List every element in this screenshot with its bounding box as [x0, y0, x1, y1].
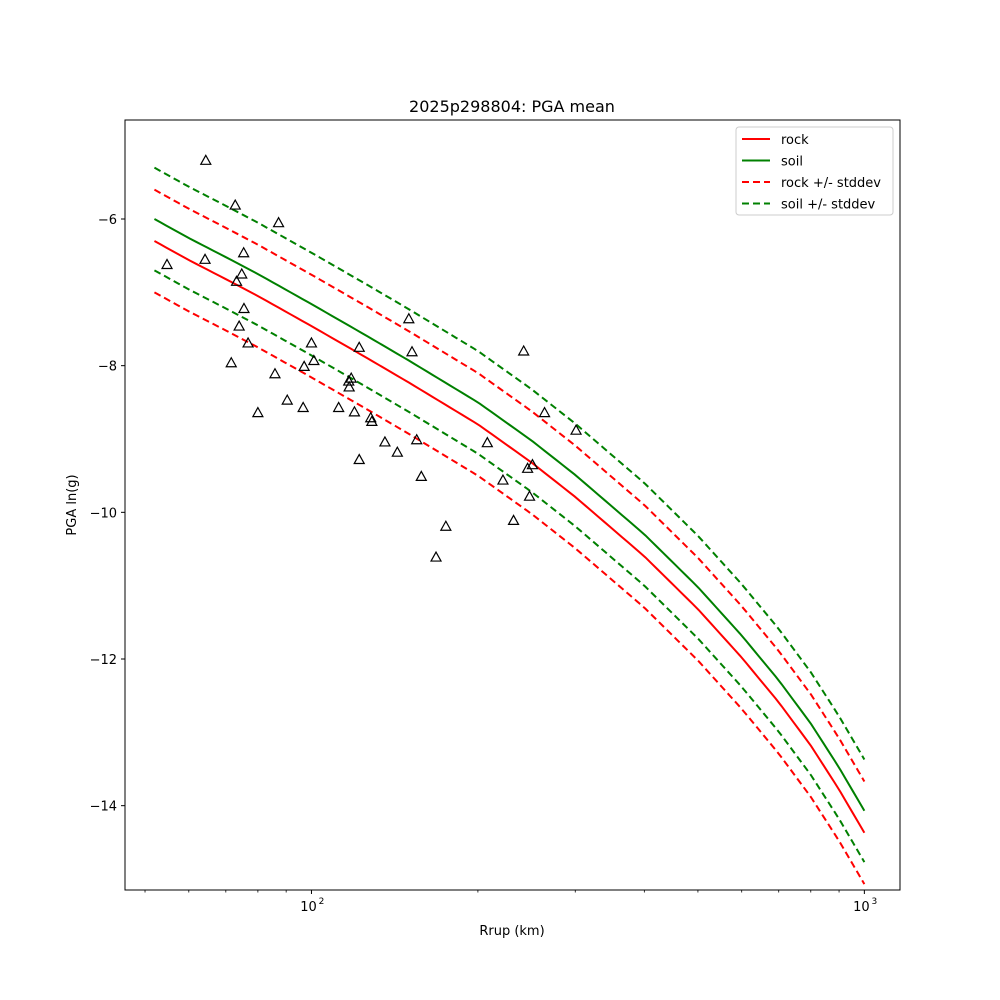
chart-title: 2025p298804: PGA mean: [409, 97, 615, 116]
data-point: [391, 445, 404, 457]
data-point: [343, 380, 356, 392]
data-point: [507, 514, 520, 526]
legend: rock soil rock +/- stddev soil +/- stddev: [735, 126, 894, 216]
data-point: [305, 336, 318, 348]
data-point: [242, 336, 255, 348]
data-point: [229, 198, 242, 210]
data-point: [307, 354, 320, 366]
data-point: [365, 415, 378, 426]
data-point: [481, 436, 494, 448]
legend-label-soil-stddev: soil +/- stddev: [781, 198, 876, 213]
x-tick-label: 10: [853, 900, 870, 915]
data-point: [199, 253, 212, 264]
plot-area: [153, 154, 866, 885]
data-point: [496, 473, 509, 485]
y-tick-label: −6: [98, 213, 117, 228]
x-axis-label: Rrup (km): [479, 924, 544, 939]
data-point: [161, 258, 174, 270]
data-point: [225, 356, 238, 368]
data-point: [237, 246, 250, 258]
data-point: [342, 374, 355, 386]
series-line-rock: [153, 240, 866, 834]
legend-label-rock-stddev: rock +/- stddev: [781, 176, 881, 191]
series-line-soil: [153, 218, 866, 812]
x-tick-label: 10: [300, 900, 317, 915]
y-tick-label: −10: [90, 506, 117, 521]
data-point: [378, 435, 391, 447]
data-point: [281, 393, 294, 405]
series-line-soil-stddev-lower: [153, 269, 866, 863]
legend-box: [735, 126, 894, 216]
data-point: [298, 360, 311, 371]
data-point: [517, 344, 530, 356]
data-point: [237, 302, 250, 314]
data-point: [230, 275, 243, 286]
series-line-soil-stddev: [153, 166, 866, 760]
series-line-rock-stddev-lower: [153, 291, 866, 885]
data-point: [405, 345, 419, 357]
y-tick-label: −14: [90, 800, 117, 815]
data-point: [348, 405, 361, 417]
x-tick-exponent: 3: [871, 897, 877, 907]
data-point: [332, 401, 345, 413]
data-point: [415, 470, 428, 481]
data-point: [268, 367, 281, 379]
data-point: [353, 453, 366, 465]
legend-label-soil: soil: [781, 155, 803, 170]
axes-frame: [124, 119, 901, 891]
data-point: [272, 216, 285, 228]
data-point: [430, 550, 443, 562]
legend-label-rock: rock: [781, 133, 809, 148]
data-point: [251, 406, 264, 418]
data-point: [235, 267, 248, 279]
data-point: [526, 458, 539, 470]
data-point: [233, 319, 246, 331]
data-point: [439, 520, 452, 531]
y-axis-label: PGA ln(g): [65, 474, 80, 535]
data-point: [345, 371, 358, 383]
data-point: [297, 401, 310, 413]
data-point: [538, 406, 551, 418]
data-point: [199, 154, 212, 165]
data-point: [353, 341, 366, 352]
data-point: [410, 433, 423, 445]
data-point: [523, 489, 536, 501]
x-tick-exponent: 2: [319, 897, 325, 907]
data-point: [521, 462, 534, 473]
data-point: [402, 312, 415, 324]
y-tick-label: −12: [90, 653, 117, 668]
data-point: [570, 423, 583, 435]
y-tick-label: −8: [98, 360, 117, 375]
data-point: [364, 411, 377, 423]
series-line-rock-stddev: [153, 188, 866, 782]
